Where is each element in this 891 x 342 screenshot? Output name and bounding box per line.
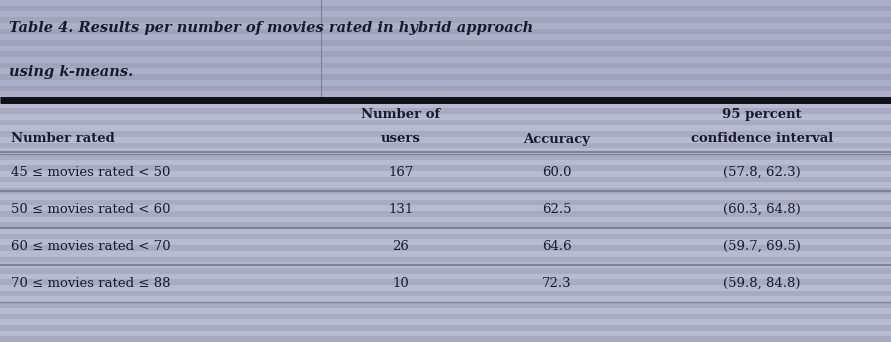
Bar	[0, 239, 891, 245]
Bar	[0, 23, 891, 28]
Bar	[0, 17, 891, 23]
Bar	[0, 11, 891, 17]
Bar	[0, 6, 891, 11]
Text: 10: 10	[393, 277, 409, 290]
Text: Accuracy: Accuracy	[523, 132, 591, 145]
Text: 64.6: 64.6	[542, 240, 572, 253]
Bar	[0, 137, 891, 143]
Text: (57.8, 62.3): (57.8, 62.3)	[723, 166, 801, 179]
Bar	[0, 177, 891, 182]
Text: (60.3, 64.8): (60.3, 64.8)	[723, 203, 801, 216]
Text: 45 ≤ movies rated < 50: 45 ≤ movies rated < 50	[11, 166, 170, 179]
Bar	[0, 182, 891, 188]
Bar	[0, 285, 891, 291]
Text: (59.8, 84.8): (59.8, 84.8)	[723, 277, 800, 290]
Bar	[0, 45, 891, 51]
Text: 72.3: 72.3	[542, 277, 572, 290]
Text: 50 ≤ movies rated < 60: 50 ≤ movies rated < 60	[11, 203, 170, 216]
Bar	[0, 160, 891, 165]
Bar	[0, 63, 891, 68]
Bar	[0, 86, 891, 91]
Bar	[0, 126, 891, 131]
Text: 167: 167	[388, 166, 413, 179]
Bar	[0, 0, 891, 6]
Bar	[0, 40, 891, 45]
Bar	[0, 188, 891, 194]
Bar	[0, 291, 891, 297]
Bar	[0, 205, 891, 211]
Bar	[0, 171, 891, 177]
Text: 60.0: 60.0	[542, 166, 572, 179]
Bar	[0, 216, 891, 222]
Text: (59.7, 69.5): (59.7, 69.5)	[723, 240, 801, 253]
Bar	[0, 331, 891, 336]
Text: 70 ≤ movies rated ≤ 88: 70 ≤ movies rated ≤ 88	[11, 277, 170, 290]
Bar	[0, 68, 891, 74]
Bar	[0, 279, 891, 285]
Text: confidence interval: confidence interval	[691, 132, 833, 145]
Text: 60 ≤ movies rated < 70: 60 ≤ movies rated < 70	[11, 240, 170, 253]
Bar	[0, 194, 891, 199]
Bar	[0, 143, 891, 148]
Bar	[0, 325, 891, 331]
Text: 26: 26	[393, 240, 409, 253]
Bar	[0, 114, 891, 120]
Bar	[0, 120, 891, 126]
Text: 62.5: 62.5	[542, 203, 572, 216]
Bar	[0, 103, 891, 108]
Bar	[0, 302, 891, 308]
Bar	[0, 211, 891, 216]
Text: Number rated: Number rated	[11, 132, 114, 145]
Text: Number of: Number of	[362, 108, 440, 121]
Bar	[0, 234, 891, 239]
Bar	[0, 228, 891, 234]
Bar	[0, 57, 891, 63]
Bar	[0, 319, 891, 325]
Text: Table 4. Results per number of movies rated in hybrid approach: Table 4. Results per number of movies ra…	[9, 21, 533, 35]
Bar	[0, 274, 891, 279]
Bar	[0, 245, 891, 251]
Bar	[0, 131, 891, 137]
Text: 131: 131	[388, 203, 413, 216]
Bar	[0, 308, 891, 314]
Bar	[0, 262, 891, 268]
Bar	[0, 297, 891, 302]
Bar	[0, 28, 891, 34]
Bar	[0, 251, 891, 256]
Bar	[0, 34, 891, 40]
Bar	[0, 256, 891, 262]
Text: using k-means.: using k-means.	[9, 65, 133, 79]
Bar	[0, 51, 891, 57]
Text: users: users	[381, 132, 421, 145]
Bar	[0, 199, 891, 205]
Bar	[0, 148, 891, 154]
Bar	[0, 91, 891, 97]
Bar	[0, 80, 891, 86]
Bar	[0, 97, 891, 103]
Bar	[0, 108, 891, 114]
Bar	[0, 336, 891, 342]
Bar	[0, 154, 891, 160]
Bar	[0, 0, 891, 100]
Bar	[0, 222, 891, 228]
Bar	[0, 165, 891, 171]
Bar	[0, 74, 891, 80]
Text: 95 percent: 95 percent	[722, 108, 802, 121]
Bar	[0, 314, 891, 319]
Bar	[0, 268, 891, 274]
